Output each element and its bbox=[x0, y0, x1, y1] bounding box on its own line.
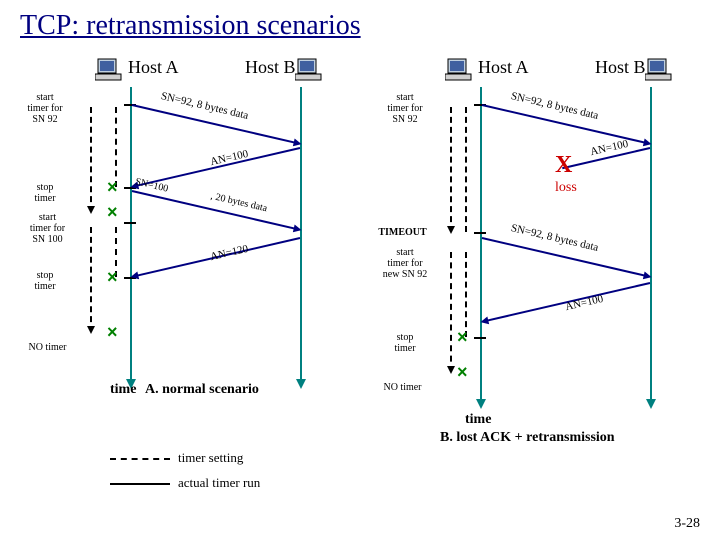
msg1-label: SN=92, 8 bytes data bbox=[160, 90, 250, 122]
green-x-icon: × bbox=[107, 267, 118, 288]
timeline-b bbox=[650, 87, 652, 407]
computer-icon bbox=[645, 57, 675, 82]
loss-label: loss bbox=[555, 180, 577, 196]
computer-icon bbox=[295, 57, 325, 82]
host-b-label: Host B bbox=[595, 57, 646, 78]
timer-dash bbox=[90, 227, 92, 332]
label-stop2: stop timer bbox=[20, 270, 70, 292]
label-start92: start timer for SN 92 bbox=[20, 92, 70, 125]
timeline-a bbox=[130, 87, 132, 387]
computer-icon bbox=[445, 57, 475, 82]
legend-actual-run: actual timer run bbox=[110, 475, 260, 491]
label-start92: start timer for SN 92 bbox=[380, 92, 430, 125]
host-b-label: Host B bbox=[245, 57, 296, 78]
host-a-label: Host A bbox=[128, 57, 179, 78]
timer-dash bbox=[450, 252, 452, 372]
label-startnew: start timer for new SN 92 bbox=[375, 247, 435, 280]
green-x-icon: × bbox=[457, 327, 468, 348]
timer-actual bbox=[115, 107, 117, 187]
computer-icon bbox=[95, 57, 125, 82]
msg4-label: AN=120 bbox=[209, 243, 249, 263]
page-title: TCP: retransmission scenarios bbox=[20, 10, 700, 42]
timer-actual bbox=[465, 252, 467, 337]
host-a-label: Host A bbox=[478, 57, 529, 78]
timeline-a bbox=[480, 87, 482, 407]
time-label: time bbox=[110, 382, 136, 398]
msg4-label: AN=100 bbox=[564, 293, 604, 313]
label-notimer: NO timer bbox=[375, 382, 430, 393]
timer-actual bbox=[465, 107, 467, 232]
caption-b: B. lost ACK + retransmission bbox=[440, 430, 615, 446]
diagram-a: Host A Host B start timer for SN 92 stop… bbox=[20, 52, 350, 452]
diagram-b: Host A Host B start timer for SN 92 TIME… bbox=[370, 52, 700, 452]
timer-dash bbox=[90, 107, 92, 212]
slide-number: 3-28 bbox=[674, 516, 700, 532]
caption-a: A. normal scenario bbox=[145, 382, 259, 398]
label-timeout: TIMEOUT bbox=[370, 227, 435, 238]
label-stop1: stop timer bbox=[20, 182, 70, 204]
tick bbox=[474, 232, 486, 234]
diagrams-container: Host A Host B start timer for SN 92 stop… bbox=[20, 52, 700, 452]
label-stop: stop timer bbox=[380, 332, 430, 354]
label-start100: start timer for SN 100 bbox=[20, 212, 75, 245]
green-x-icon: × bbox=[107, 322, 118, 343]
green-x-icon: × bbox=[457, 362, 468, 383]
tick bbox=[474, 337, 486, 339]
legend-timer-setting: timer setting bbox=[110, 450, 243, 466]
green-x-icon: × bbox=[107, 177, 118, 198]
msg3-label: SN=92, 8 bytes data bbox=[510, 222, 600, 254]
time-label: time bbox=[465, 412, 491, 428]
green-x-icon: × bbox=[107, 202, 118, 223]
loss-x-icon: X bbox=[555, 152, 572, 179]
label-notimer: NO timer bbox=[20, 342, 75, 353]
timeline-b bbox=[300, 87, 302, 387]
tick bbox=[124, 222, 136, 224]
timer-dash bbox=[450, 107, 452, 232]
msg1-label: SN=92, 8 bytes data bbox=[510, 90, 600, 122]
